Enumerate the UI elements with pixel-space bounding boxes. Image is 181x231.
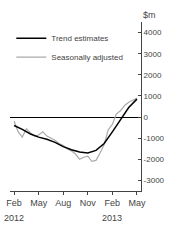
svg-text:3000: 3000 xyxy=(144,49,162,58)
svg-text:May: May xyxy=(30,198,48,208)
svg-text:Aug: Aug xyxy=(55,198,71,208)
svg-text:Seasonally adjusted: Seasonally adjusted xyxy=(51,53,123,62)
svg-text:2000: 2000 xyxy=(144,71,162,80)
svg-text:-3000: -3000 xyxy=(144,176,165,185)
svg-text:1000: 1000 xyxy=(144,92,162,101)
svg-text:2013: 2013 xyxy=(102,213,122,223)
svg-text:4000: 4000 xyxy=(144,28,162,37)
svg-text:Feb: Feb xyxy=(105,198,121,208)
svg-text:2012: 2012 xyxy=(4,213,24,223)
svg-text:May: May xyxy=(128,198,146,208)
svg-text:-2000: -2000 xyxy=(144,155,165,164)
svg-text:$m: $m xyxy=(143,10,156,20)
svg-text:Nov: Nov xyxy=(80,198,97,208)
svg-text:Feb: Feb xyxy=(6,198,22,208)
svg-text:Trend estimates: Trend estimates xyxy=(51,34,108,43)
svg-text:0: 0 xyxy=(144,113,149,122)
svg-text:-1000: -1000 xyxy=(144,134,165,143)
